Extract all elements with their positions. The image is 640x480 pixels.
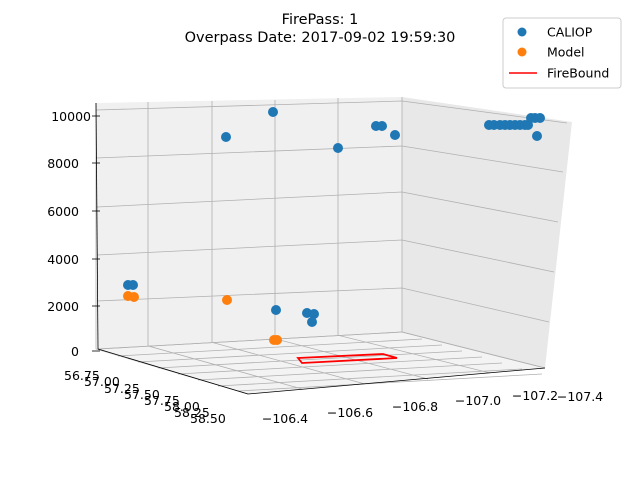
- z-tick-label: 8000: [47, 156, 79, 171]
- y-tick-label: 56.75: [64, 368, 100, 383]
- caliop-point: [271, 305, 281, 315]
- caliop-point: [221, 132, 231, 142]
- legend-box: [502, 17, 622, 89]
- y-grid-line: [157, 350, 463, 369]
- caliop-point: [333, 143, 343, 153]
- z-tick-labels: 0 2000 4000 6000 8000 10000: [47, 109, 100, 359]
- chart-title: FirePass: 1 Overpass Date: 2017-09-02 19…: [185, 12, 456, 46]
- caliop-point: [390, 130, 400, 140]
- y-tick-label: 58.25: [174, 405, 210, 420]
- y-tick-label: 57.00: [84, 374, 120, 389]
- y-axis-line: [97, 348, 249, 395]
- caliop-point: [535, 113, 545, 123]
- z-tick-label: 10000: [51, 109, 91, 124]
- y-tick-label: 57.25: [104, 381, 140, 396]
- y-grid-line: [217, 368, 523, 387]
- legend-model-marker: [517, 47, 527, 57]
- legend-caliop-marker: [517, 27, 527, 37]
- y-grid-line: [177, 356, 483, 375]
- x-tick-label: −106.4: [262, 411, 308, 426]
- x-tick-label: −107.0: [455, 393, 501, 408]
- pane-edges: [95, 102, 546, 395]
- model-point: [222, 295, 232, 305]
- x-tick-labels: −106.4 −106.6 −106.8 −107.0 −107.2−107.4: [262, 388, 603, 426]
- x-tick-label: −107.4: [557, 389, 603, 404]
- model-point: [272, 335, 282, 345]
- legend-firebound-label: FireBound: [547, 66, 609, 81]
- y-grid-line: [197, 362, 503, 381]
- series-firebound: [296, 353, 398, 364]
- caliop-point: [377, 121, 387, 131]
- caliop-point: [532, 131, 542, 141]
- x-tick-label: −107.2: [512, 388, 558, 403]
- grid-lines: [95, 97, 568, 395]
- legend: CALIOP Model FireBound: [502, 17, 622, 89]
- caliop-point: [268, 107, 278, 117]
- y-grid-line: [97, 331, 403, 350]
- z-tick-label: 4000: [47, 252, 79, 267]
- series-model: [123, 291, 282, 345]
- x-tick-label: −106.6: [327, 405, 373, 420]
- z-tick-label: 6000: [47, 204, 79, 219]
- chart-title-line-2: Overpass Date: 2017-09-02 19:59:30: [185, 30, 456, 46]
- caliop-point: [309, 309, 319, 319]
- caliop-point: [307, 317, 317, 327]
- chart-title-line-1: FirePass: 1: [282, 12, 359, 28]
- x-tick-label: −106.8: [392, 399, 438, 414]
- axes-3d: [95, 97, 572, 395]
- y-grid-line: [237, 373, 543, 392]
- y-grid-line: [117, 338, 423, 357]
- y-tick-label: 57.75: [144, 393, 180, 408]
- firebound-outline: [296, 353, 398, 364]
- x-axis-line: [247, 367, 546, 395]
- back-right-pane: [402, 97, 572, 368]
- z-tick-label: 0: [71, 344, 79, 359]
- legend-caliop-label: CALIOP: [547, 25, 593, 40]
- z-axis-line: [95, 102, 99, 350]
- y-tick-label: 58.50: [190, 411, 226, 426]
- y-tick-label: 57.50: [124, 387, 160, 402]
- y-grid-line: [137, 344, 443, 363]
- series-caliop: [123, 107, 545, 327]
- floor-pane: [98, 332, 545, 394]
- y-tick-label: 58.00: [164, 399, 200, 414]
- z-tick-label: 2000: [47, 299, 79, 314]
- legend-model-label: Model: [547, 45, 585, 60]
- model-point: [129, 292, 139, 302]
- caliop-point: [128, 280, 138, 290]
- back-left-pane: [96, 97, 402, 349]
